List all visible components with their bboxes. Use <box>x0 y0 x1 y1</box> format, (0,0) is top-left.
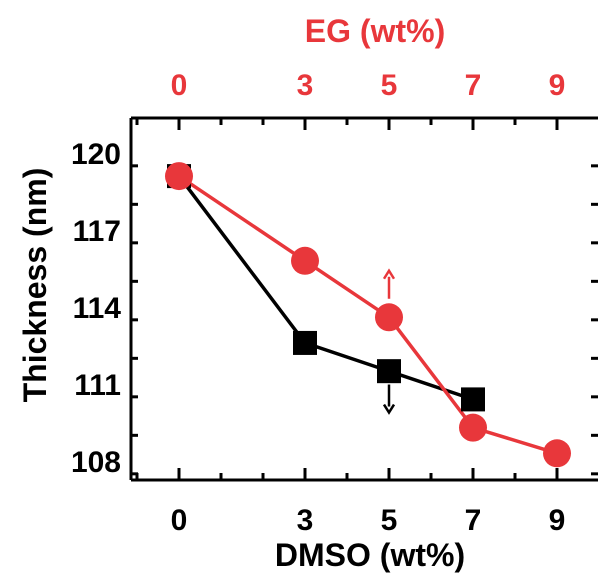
plot-frame <box>129 116 598 482</box>
x-tick-label: 3 <box>297 504 314 537</box>
x-tick-label: 7 <box>465 504 482 537</box>
y-tick-label: 111 <box>74 369 121 402</box>
eg-series-line <box>178 174 558 455</box>
top-axis-title: EG (wt%) <box>305 13 445 49</box>
x2-tick-label: 5 <box>381 69 398 102</box>
indicator-arrows <box>382 268 396 415</box>
eg-point <box>375 303 403 332</box>
x2-tick-label: 7 <box>465 69 482 102</box>
y-tick-label: 120 <box>71 138 121 171</box>
dmso-point <box>461 387 485 412</box>
bottom-axis-title: DMSO (wt%) <box>275 537 465 573</box>
eg-point <box>165 162 193 191</box>
y-tick-label: 114 <box>73 292 122 325</box>
x-tick-label: 9 <box>549 504 566 537</box>
y-tick-label: 108 <box>71 446 121 479</box>
up-arrow-head <box>382 268 396 280</box>
x2-tick-label: 0 <box>171 69 188 102</box>
series-layer <box>165 162 571 468</box>
tick-labels: 0 3 5 7 9 0 3 5 7 9 108 111 114 117 120 <box>71 69 565 537</box>
x2-tick-label: 9 <box>549 69 566 102</box>
eg-point <box>543 439 571 468</box>
y-axis-title: Thickness (nm) <box>17 168 53 403</box>
x-tick-label: 0 <box>171 504 188 537</box>
x-tick-label: 5 <box>381 504 398 537</box>
down-arrow-head <box>382 403 396 415</box>
axis-ticks <box>131 118 598 480</box>
dmso-point <box>377 359 401 384</box>
y-tick-label: 117 <box>73 215 121 248</box>
dmso-point <box>293 330 317 355</box>
x2-tick-label: 3 <box>297 69 314 102</box>
dmso-series-line <box>177 175 474 402</box>
eg-point <box>459 413 487 442</box>
eg-point <box>291 246 319 275</box>
